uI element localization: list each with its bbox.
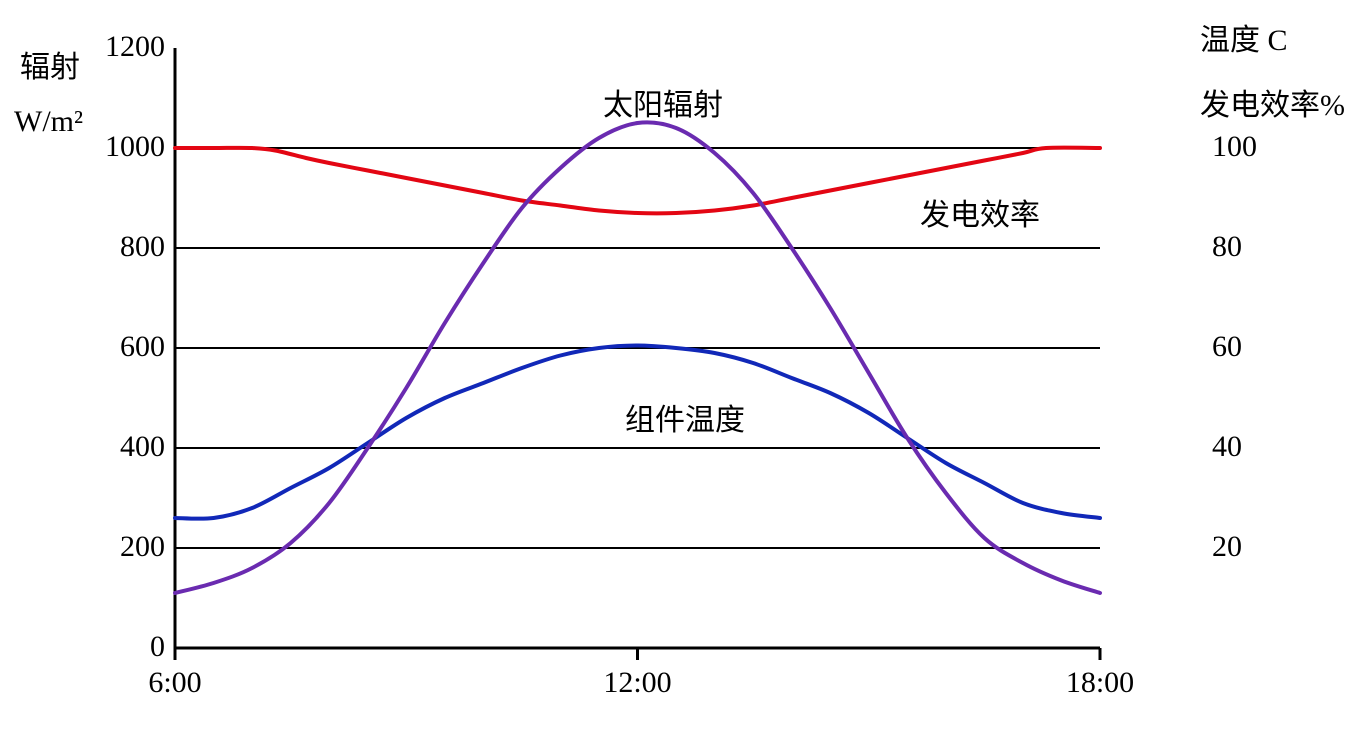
chart-svg — [0, 0, 1348, 743]
chart-container: { "chart": { "type": "line", "width_px":… — [0, 0, 1348, 743]
